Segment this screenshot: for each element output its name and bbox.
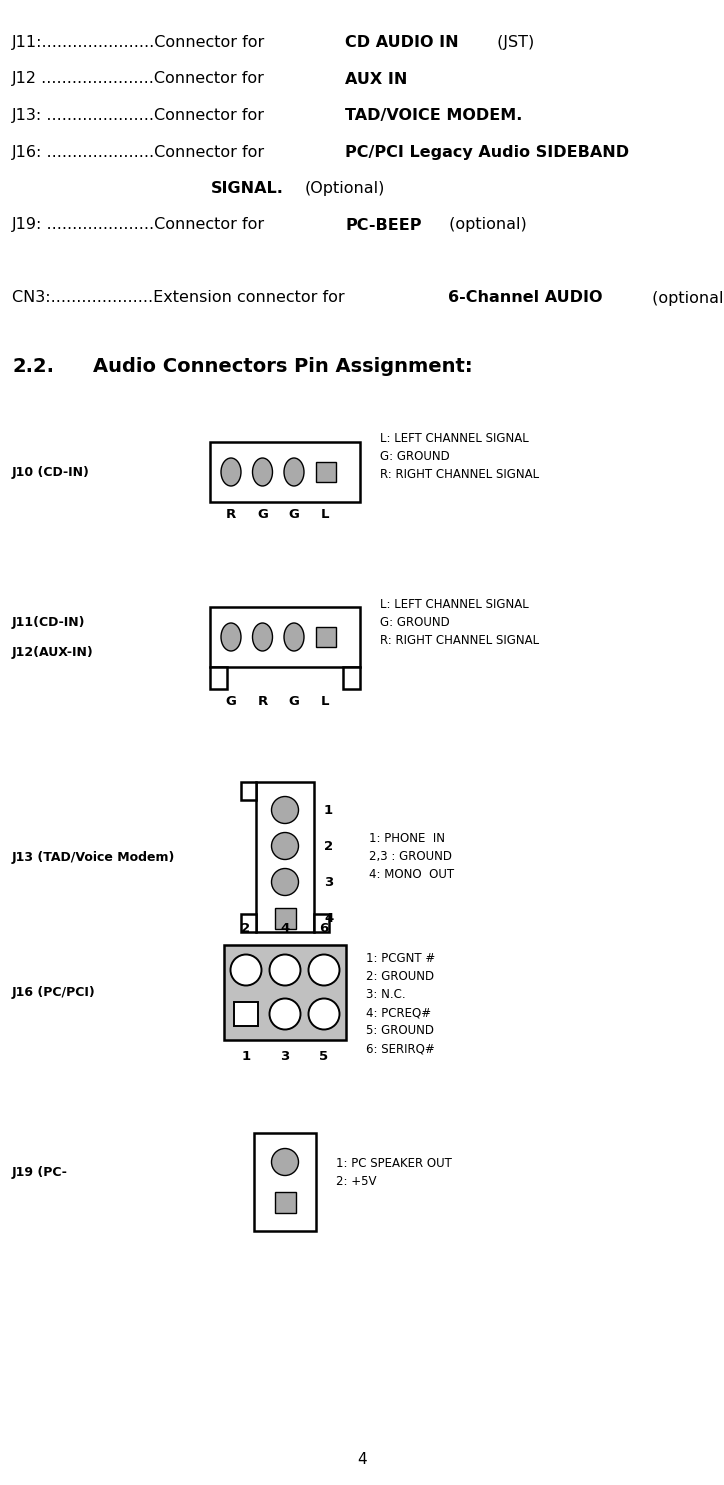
Text: 2.2.: 2.2. (12, 356, 54, 376)
Circle shape (272, 796, 298, 824)
Bar (342, 667, 360, 689)
Text: J11:......................Connector for: J11:......................Connector for (12, 36, 270, 50)
Text: R: R (226, 508, 236, 521)
Text: PC/PCI Legacy Audio SIDEBAND: PC/PCI Legacy Audio SIDEBAND (345, 144, 629, 159)
Bar (274, 1191, 295, 1212)
Circle shape (272, 1148, 298, 1176)
Text: 1: 1 (324, 803, 333, 817)
Bar (256, 783, 314, 933)
Text: (optional): (optional) (647, 291, 724, 306)
Text: J13: .....................Connector for: J13: .....................Connector for (12, 108, 270, 123)
Text: (optional): (optional) (444, 217, 526, 233)
Bar (241, 913, 256, 933)
Text: G: G (226, 695, 237, 708)
Ellipse shape (284, 624, 304, 650)
Bar (314, 913, 329, 933)
Bar (274, 907, 295, 928)
Circle shape (269, 955, 300, 986)
Text: R: R (257, 695, 268, 708)
Text: L: LEFT CHANNEL SIGNAL
G: GROUND
R: RIGHT CHANNEL SIGNAL: L: LEFT CHANNEL SIGNAL G: GROUND R: RIGH… (380, 432, 539, 481)
Text: J13 (TAD/Voice Modem): J13 (TAD/Voice Modem) (12, 851, 175, 863)
Ellipse shape (221, 624, 241, 650)
Bar (210, 607, 360, 667)
Text: CD AUDIO IN: CD AUDIO IN (345, 36, 459, 50)
Text: (JST): (JST) (492, 36, 534, 50)
Text: SIGNAL.: SIGNAL. (211, 181, 283, 196)
Text: L: L (321, 508, 329, 521)
Text: J19: .....................Connector for: J19: .....................Connector for (12, 217, 270, 233)
Text: 6: 6 (319, 922, 329, 934)
Text: 2: 2 (241, 922, 251, 934)
Text: J16: .....................Connector for: J16: .....................Connector for (12, 144, 270, 159)
Text: J12(AUX-IN): J12(AUX-IN) (12, 646, 93, 658)
Bar (224, 944, 346, 1040)
Bar (316, 627, 335, 647)
Text: J11(CD-IN): J11(CD-IN) (12, 615, 85, 628)
Text: PC-BEEP: PC-BEEP (345, 217, 421, 233)
Bar (241, 783, 256, 800)
Bar (234, 1002, 258, 1026)
Text: 1: 1 (241, 1050, 251, 1062)
Text: G: G (289, 508, 300, 521)
Text: L: L (321, 695, 329, 708)
Text: J16 (PC/PCI): J16 (PC/PCI) (12, 986, 96, 998)
Text: 4: 4 (280, 922, 290, 934)
Circle shape (272, 833, 298, 860)
Bar (316, 462, 335, 483)
Text: G: G (257, 508, 268, 521)
Text: (Optional): (Optional) (304, 181, 384, 196)
Bar (210, 667, 227, 689)
Text: 3: 3 (324, 876, 333, 888)
Text: J19 (PC-: J19 (PC- (12, 1166, 68, 1179)
Ellipse shape (221, 457, 241, 486)
Text: J10 (CD-IN): J10 (CD-IN) (12, 465, 90, 478)
Text: 6-Channel AUDIO: 6-Channel AUDIO (448, 291, 602, 306)
Text: 1: PCGNT #
2: GROUND
3: N.C.
4: PCREQ#
5: GROUND
6: SERIRQ#: 1: PCGNT # 2: GROUND 3: N.C. 4: PCREQ# 5… (366, 952, 435, 1054)
Text: TAD/VOICE MODEM.: TAD/VOICE MODEM. (345, 108, 523, 123)
Bar (254, 1133, 316, 1231)
Ellipse shape (284, 457, 304, 486)
Text: 1: PHONE  IN
2,3 : GROUND
4: MONO  OUT: 1: PHONE IN 2,3 : GROUND 4: MONO OUT (369, 832, 454, 881)
Text: 5: 5 (319, 1050, 329, 1062)
Text: 4: 4 (324, 912, 333, 925)
Text: 1: PC SPEAKER OUT
2: +5V: 1: PC SPEAKER OUT 2: +5V (336, 1157, 452, 1188)
Text: 4: 4 (357, 1452, 367, 1467)
Bar (210, 443, 360, 502)
Text: J12 ......................Connector for: J12 ......................Connector for (12, 71, 270, 86)
Text: 3: 3 (280, 1050, 290, 1062)
Text: G: G (289, 695, 300, 708)
Ellipse shape (253, 457, 272, 486)
Circle shape (308, 955, 340, 986)
Circle shape (308, 998, 340, 1029)
Circle shape (230, 955, 261, 986)
Text: 2: 2 (324, 839, 333, 852)
Text: L: LEFT CHANNEL SIGNAL
G: GROUND
R: RIGHT CHANNEL SIGNAL: L: LEFT CHANNEL SIGNAL G: GROUND R: RIGH… (380, 597, 539, 646)
Text: Audio Connectors Pin Assignment:: Audio Connectors Pin Assignment: (66, 356, 473, 376)
Ellipse shape (253, 624, 272, 650)
Text: CN3:....................Extension connector for: CN3:....................Extension connec… (12, 291, 350, 306)
Circle shape (272, 869, 298, 895)
Text: AUX IN: AUX IN (345, 71, 408, 86)
Circle shape (269, 998, 300, 1029)
